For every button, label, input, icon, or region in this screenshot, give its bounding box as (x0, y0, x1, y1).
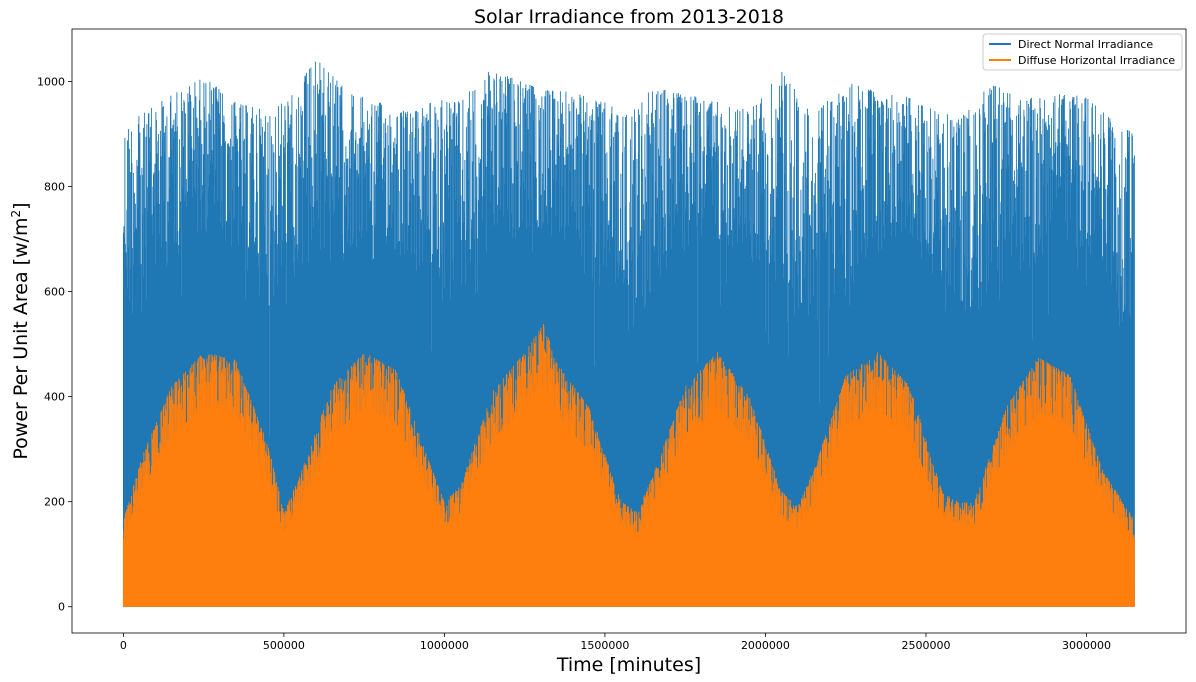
y-tick-label: 200 (44, 496, 65, 509)
legend-label-diffuse-horizontal: Diffuse Horizontal Irradiance (1018, 54, 1175, 67)
legend: Direct Normal Irradiance Diffuse Horizon… (982, 33, 1183, 71)
x-axis: 0 500000 1000000 1500000 2000000 2500000 30000… (120, 633, 1111, 652)
series-layer (122, 61, 1135, 607)
x-tick-label: 3000000 (1062, 639, 1111, 652)
x-axis-label: Time [minutes] (556, 654, 701, 676)
y-tick-label: 400 (44, 391, 65, 404)
y-tick-label: 600 (44, 286, 65, 299)
y-axis-label-main: Power Per Unit Area [w/m (10, 217, 32, 459)
legend-label-direct-normal: Direct Normal Irradiance (1018, 38, 1153, 51)
x-tick-label: 1000000 (420, 639, 469, 652)
x-tick-label: 1500000 (580, 639, 629, 652)
x-tick-label: 2500000 (901, 639, 950, 652)
y-tick-label: 0 (58, 601, 65, 614)
x-tick-label: 500000 (263, 639, 305, 652)
y-tick-label: 1000 (37, 76, 65, 89)
y-axis-label: Power Per Unit Area [w/m2] (9, 202, 32, 459)
x-tick-label: 2000000 (741, 639, 790, 652)
series-diffuse-horizontal (122, 324, 1135, 607)
y-tick-label: 800 (44, 181, 65, 194)
y-axis: 0 200 400 600 800 1000 (37, 76, 72, 614)
x-tick-label: 0 (120, 639, 127, 652)
plot-frame (71, 28, 1187, 634)
y-axis-label-superscript: 2 (9, 210, 23, 218)
legend-box (982, 33, 1183, 71)
y-axis-label-end: ] (10, 202, 32, 209)
chart-title: Solar Irradiance from 2013-2018 (474, 6, 784, 28)
diffuse-horizontal-line (122, 324, 1135, 607)
